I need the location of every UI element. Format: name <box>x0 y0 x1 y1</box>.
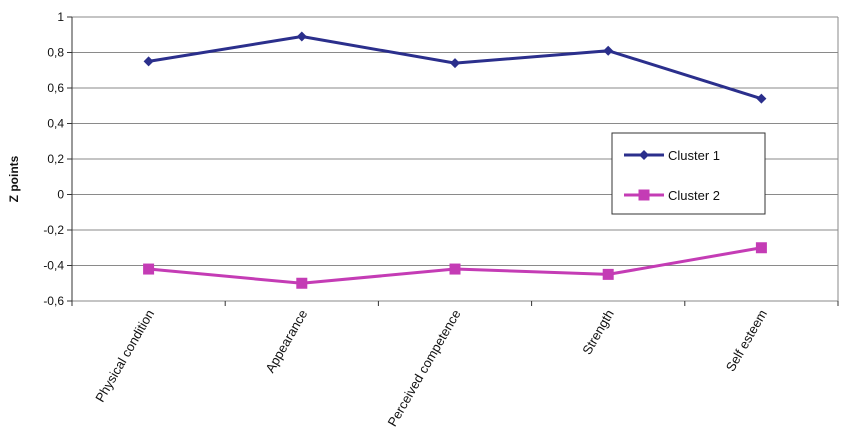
x-tick-label: Perceived competence <box>384 307 463 429</box>
data-point <box>296 277 308 289</box>
y-axis-ticks: 1 0,8 0,6 0,4 0,2 0 -0,2 -0,4 -0,6 <box>43 10 72 308</box>
legend-marker <box>638 189 650 201</box>
y-tick-label: -0,6 <box>43 294 64 308</box>
x-axis-labels: Physical condition Appearance Perceived co… <box>92 307 770 429</box>
data-point <box>755 242 767 254</box>
y-tick-label: 0,8 <box>47 46 64 60</box>
legend-label: Cluster 2 <box>668 188 720 203</box>
data-point <box>143 56 154 67</box>
series-cluster-2 <box>143 242 767 289</box>
y-axis-title: Z points <box>7 155 21 202</box>
data-point <box>449 263 461 275</box>
y-tick-label: -0,4 <box>43 259 64 273</box>
axes <box>71 17 839 306</box>
x-tick-label: Strength <box>579 307 617 357</box>
y-tick-label: 0,6 <box>47 81 64 95</box>
legend-label: Cluster 1 <box>668 148 720 163</box>
x-tick-label: Appearance <box>262 307 310 375</box>
y-tick-label: 0,4 <box>47 117 64 131</box>
data-point <box>143 263 155 275</box>
legend: Cluster 1 Cluster 2 <box>611 132 766 215</box>
series-cluster-1 <box>143 31 767 104</box>
legend-box <box>611 132 766 215</box>
legend-item: Cluster 2 <box>624 188 720 203</box>
data-point <box>602 268 614 280</box>
y-tick-label: 1 <box>57 10 64 24</box>
y-tick-label: 0 <box>57 188 64 202</box>
legend-item: Cluster 1 <box>624 148 720 163</box>
x-tick-label: Physical condition <box>92 307 157 405</box>
data-point <box>450 58 460 69</box>
x-tick-label: Self esteem <box>723 307 770 374</box>
legend-marker <box>639 150 649 160</box>
series-group <box>143 31 767 289</box>
data-point <box>756 93 767 104</box>
data-point <box>603 45 614 56</box>
y-tick-label: -0,2 <box>43 223 64 237</box>
data-point <box>296 31 307 42</box>
y-tick-label: 0,2 <box>47 152 64 166</box>
